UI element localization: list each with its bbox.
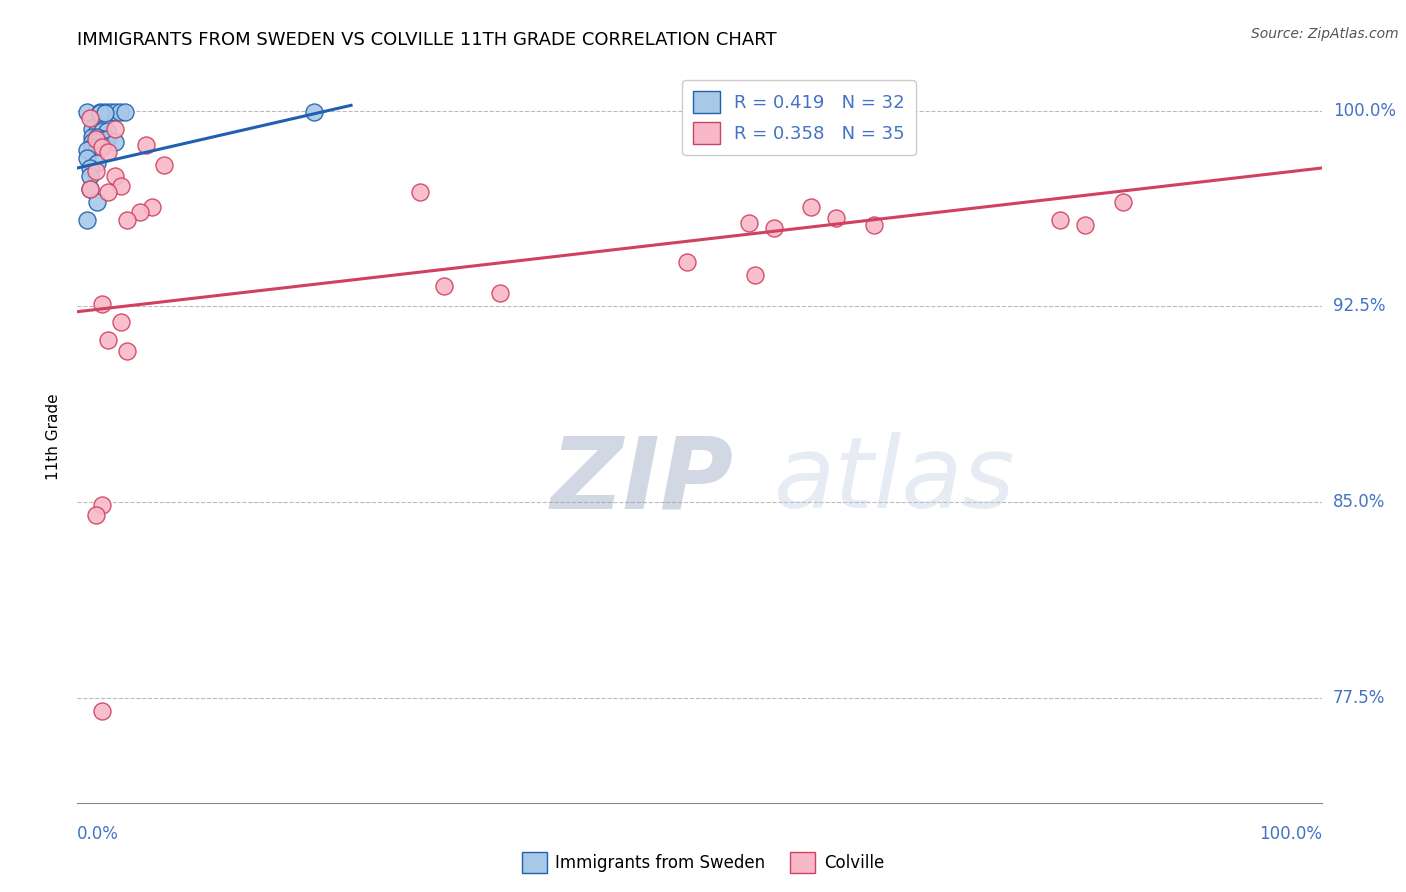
Point: [91, 124, 114, 138]
Point: [96, 124, 118, 138]
Point: [93, 104, 115, 119]
Point: [108, 104, 131, 119]
Point: [91, 140, 114, 154]
Point: [79, 182, 101, 196]
Point: [84, 163, 107, 178]
Point: [408, 185, 430, 199]
Point: [79, 161, 101, 175]
Point: [115, 343, 138, 358]
Point: [84, 508, 107, 523]
Point: [82, 121, 104, 136]
Point: [302, 104, 325, 119]
Text: 77.5%: 77.5%: [1333, 690, 1385, 707]
Point: [91, 297, 114, 311]
Point: [135, 137, 157, 152]
Point: [86, 124, 108, 138]
Point: [97, 334, 120, 348]
Text: 85.0%: 85.0%: [1333, 493, 1385, 511]
Point: [141, 200, 163, 214]
Point: [1074, 219, 1097, 233]
Point: [91, 132, 114, 146]
Point: [96, 132, 118, 146]
Point: [97, 145, 120, 160]
Point: [86, 135, 108, 149]
Point: [89, 106, 111, 120]
Text: IMMIGRANTS FROM SWEDEN VS COLVILLE 11TH GRADE CORRELATION CHART: IMMIGRANTS FROM SWEDEN VS COLVILLE 11TH …: [77, 31, 778, 49]
Point: [76, 143, 98, 157]
Point: [738, 216, 761, 230]
Point: [104, 169, 127, 183]
Point: [76, 151, 98, 165]
Text: 92.5%: 92.5%: [1333, 297, 1385, 316]
Point: [76, 213, 98, 227]
Point: [97, 185, 120, 199]
Point: [82, 135, 104, 149]
Point: [128, 205, 150, 219]
Point: [98, 104, 121, 119]
Point: [744, 268, 766, 282]
Point: [104, 135, 127, 149]
Point: [676, 255, 699, 269]
Point: [153, 158, 176, 172]
Point: [825, 211, 848, 225]
Point: [110, 315, 132, 329]
Point: [91, 498, 114, 512]
Point: [114, 104, 136, 119]
Point: [862, 219, 884, 233]
Y-axis label: 11th Grade: 11th Grade: [46, 393, 62, 481]
Point: [763, 221, 786, 235]
Point: [86, 129, 108, 144]
Point: [86, 194, 108, 209]
Point: [115, 213, 138, 227]
Point: [79, 182, 101, 196]
Point: [93, 106, 115, 120]
Point: [104, 121, 127, 136]
Point: [89, 104, 111, 119]
Text: 100.0%: 100.0%: [1333, 102, 1396, 120]
Legend: Immigrants from Sweden, Colville: Immigrants from Sweden, Colville: [516, 846, 890, 880]
Point: [433, 278, 456, 293]
Point: [1111, 194, 1133, 209]
Text: 100.0%: 100.0%: [1258, 825, 1322, 843]
Point: [84, 132, 107, 146]
Text: atlas: atlas: [775, 433, 1015, 530]
Point: [82, 129, 104, 144]
Point: [76, 104, 98, 119]
Text: 0.0%: 0.0%: [77, 825, 120, 843]
Point: [489, 286, 512, 301]
Point: [1049, 213, 1071, 227]
Point: [82, 140, 104, 154]
Point: [91, 705, 114, 719]
Point: [86, 155, 108, 169]
Text: Source: ZipAtlas.com: Source: ZipAtlas.com: [1251, 27, 1399, 41]
Point: [86, 140, 108, 154]
Point: [104, 104, 127, 119]
Point: [79, 112, 101, 126]
Legend: R = 0.419   N = 32, R = 0.358   N = 35: R = 0.419 N = 32, R = 0.358 N = 35: [682, 80, 915, 155]
Point: [800, 200, 823, 214]
Point: [91, 137, 114, 152]
Point: [110, 179, 132, 194]
Point: [79, 169, 101, 183]
Text: ZIP: ZIP: [550, 433, 733, 530]
